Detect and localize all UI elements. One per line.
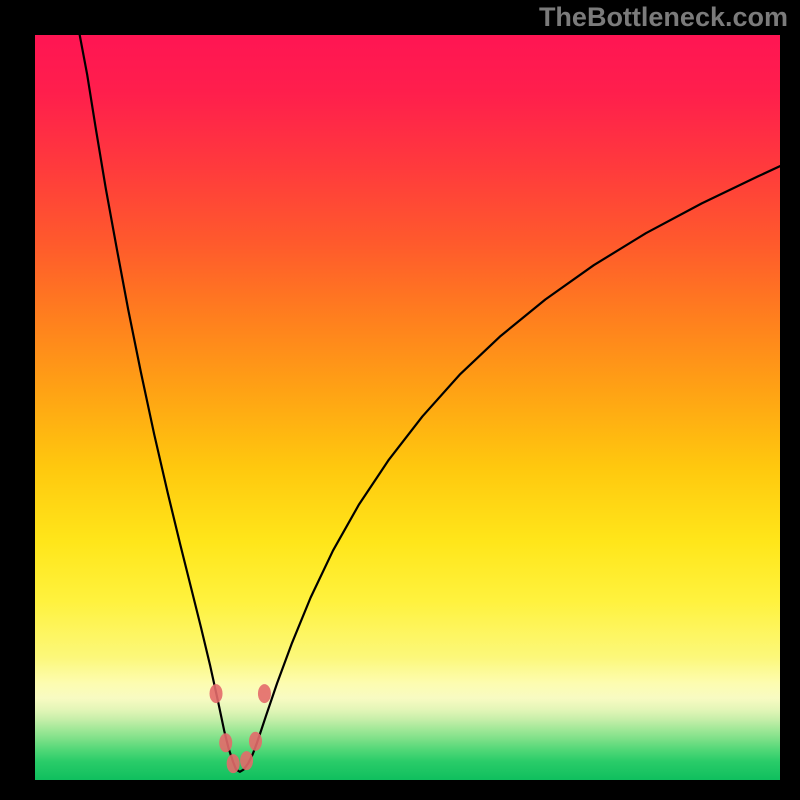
curve-marker: [219, 733, 232, 752]
bottleneck-chart: [35, 35, 780, 780]
watermark-text: TheBottleneck.com: [539, 2, 788, 33]
curve-marker: [227, 754, 240, 773]
curve-marker: [258, 684, 271, 703]
curve-marker: [249, 732, 262, 751]
curve-marker: [210, 684, 223, 703]
curve-marker: [240, 751, 253, 770]
chart-frame: [35, 35, 780, 780]
gradient-background: [35, 35, 780, 780]
